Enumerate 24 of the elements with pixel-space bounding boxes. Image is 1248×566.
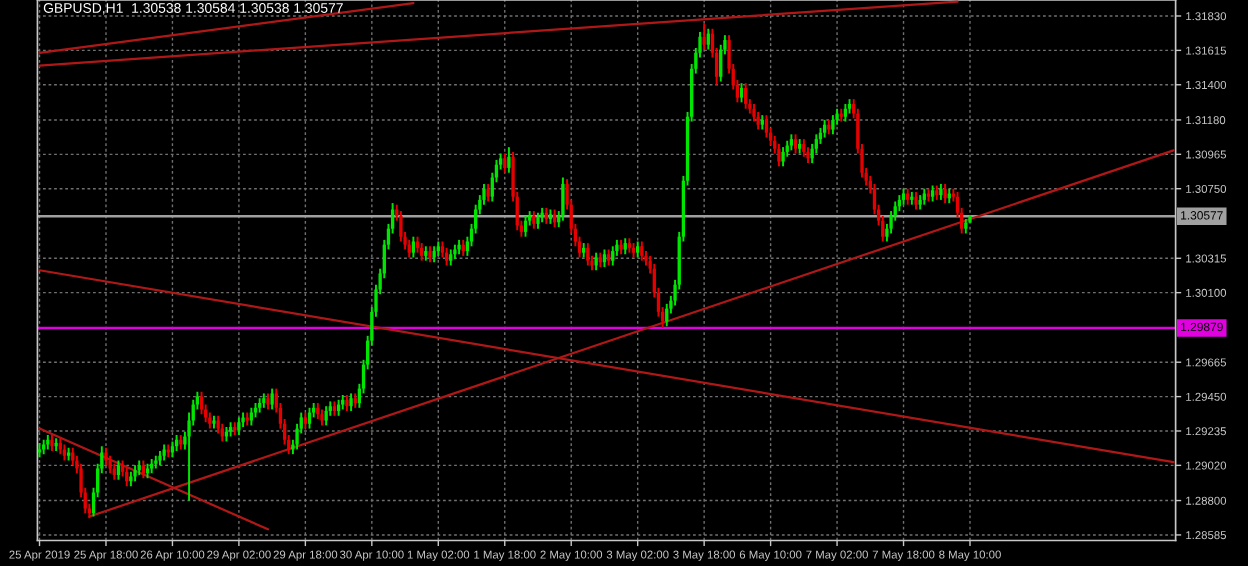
candlestick [781,146,785,168]
candlestick [744,82,748,110]
candlestick [270,387,274,411]
candlestick [503,152,507,174]
candlestick [810,142,814,165]
candlestick [640,240,644,262]
candlestick [399,210,403,243]
candlestick [793,133,798,155]
candlestick [411,235,416,259]
candlestick [507,146,511,174]
candlestick [482,182,486,206]
candlestick [764,114,769,139]
candlestick [777,142,781,168]
candlestick [611,245,615,267]
candlestick [831,114,835,136]
candlestick [324,405,328,427]
candlestick [586,242,590,267]
candlestick [561,176,565,222]
candlestick [116,459,121,481]
candlestick [739,82,744,104]
candlestick [702,23,706,51]
candlestick [943,182,947,205]
candlestick [814,133,818,155]
candlestick [719,43,723,83]
